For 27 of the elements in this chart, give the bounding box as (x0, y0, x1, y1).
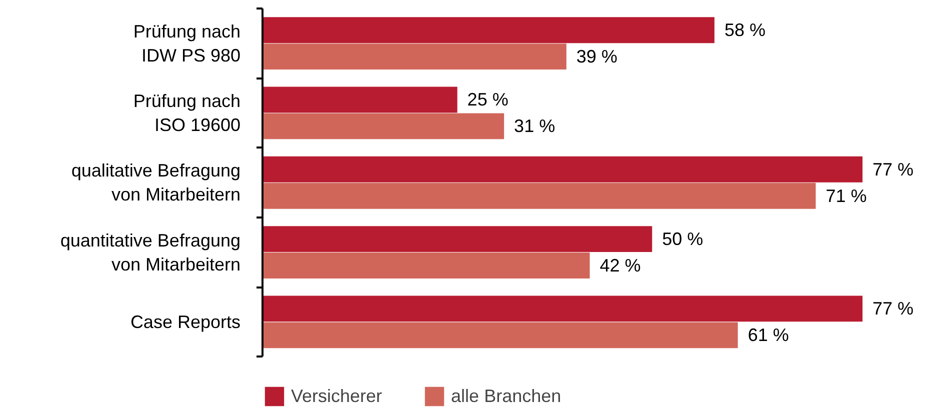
y-tick-label: Prüfung nach IDW PS 980 (133, 21, 241, 66)
legend-label: Versicherer (291, 386, 382, 406)
bar (262, 296, 862, 322)
bar (262, 226, 652, 252)
data-label: 61 % (748, 325, 789, 346)
data-label: 31 % (514, 116, 556, 136)
data-label: 42 % (600, 256, 641, 276)
data-label: 50 % (662, 229, 704, 250)
y-tick-label: qualitative Befragung von Mitarbeitern (71, 160, 241, 205)
data-label: 58 % (724, 20, 766, 40)
y-tick-label: quantitative Befragung von Mitarbeitern (60, 230, 241, 274)
legend-label: alle Branchen (451, 386, 562, 406)
bar (262, 86, 458, 113)
y-tick-label: Prüfung nach ISO 19600 (133, 90, 240, 135)
bar (262, 252, 590, 278)
data-label: 39 % (576, 46, 618, 67)
y-tick-label: Case Reports (130, 312, 241, 332)
bar (262, 156, 862, 182)
data-label: 77 % (872, 298, 914, 319)
bar (262, 182, 816, 209)
data-label: 25 % (467, 90, 508, 110)
bar (262, 17, 714, 44)
bar (262, 113, 504, 140)
data-label: 77 % (872, 159, 914, 180)
bar (262, 322, 738, 348)
data-label: 71 % (826, 186, 867, 206)
bar (262, 44, 566, 70)
